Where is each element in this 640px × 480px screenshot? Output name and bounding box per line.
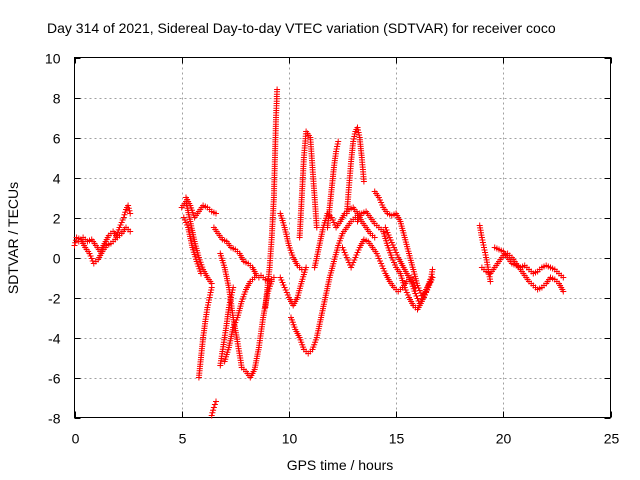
- data-point: [208, 284, 215, 291]
- data-point: [208, 412, 215, 419]
- data-point: [71, 242, 78, 249]
- y-tick-label: 0: [53, 251, 61, 267]
- data-point: [120, 214, 127, 221]
- data-point: [213, 210, 219, 217]
- y-tick-label: 2: [53, 211, 61, 227]
- data-point: [121, 211, 128, 218]
- data-point: [209, 409, 216, 416]
- x-tick-label: 5: [179, 431, 187, 447]
- data-point: [211, 401, 218, 408]
- data-point: [303, 264, 310, 271]
- data-point: [560, 274, 567, 281]
- data-point: [72, 239, 79, 246]
- data-point: [127, 210, 134, 217]
- chart-title: Day 314 of 2021, Sidereal Day-to-day VTE…: [47, 20, 556, 36]
- x-tick-label: 10: [282, 431, 298, 447]
- data-points: [71, 86, 567, 419]
- data-point: [360, 178, 367, 185]
- x-axis-label: GPS time / hours: [287, 457, 394, 473]
- y-tick-label: 6: [53, 131, 61, 147]
- data-point: [210, 404, 217, 411]
- y-tick-label: -2: [48, 291, 61, 307]
- data-point: [127, 228, 134, 235]
- data-point: [429, 274, 436, 281]
- data-point: [126, 207, 133, 214]
- data-point: [125, 202, 132, 209]
- data-point: [313, 224, 320, 231]
- data-point: [210, 407, 217, 414]
- x-tick-label: 15: [389, 431, 405, 447]
- data-point: [125, 205, 132, 212]
- x-tick-label: 20: [496, 431, 512, 447]
- data-point: [255, 274, 262, 281]
- data-point: [487, 278, 494, 285]
- y-tick-label: 4: [53, 171, 61, 187]
- axis-ticks: [74, 57, 612, 419]
- y-tick-label: -4: [48, 331, 61, 347]
- data-point: [335, 138, 342, 145]
- y-axis-label: SDTVAR / TECUs: [5, 182, 21, 294]
- y-tick-label: 8: [53, 91, 61, 107]
- grid-lines: [74, 57, 611, 418]
- data-point: [560, 288, 567, 295]
- data-point: [298, 266, 305, 273]
- data-point: [122, 209, 129, 216]
- data-point: [270, 274, 277, 281]
- y-tick-label: -6: [48, 371, 61, 387]
- x-tick-label: 25: [604, 431, 620, 447]
- data-point: [213, 398, 219, 405]
- x-tick-label: 0: [72, 431, 80, 447]
- data-point: [429, 266, 436, 273]
- axis-tick-labels: 0 5 10 15 20 25 -8 -6 -4 -2 0 2 4 6 8 10: [45, 51, 620, 447]
- data-point: [198, 270, 204, 277]
- y-tick-label: -8: [48, 411, 61, 427]
- data-point: [371, 234, 378, 241]
- data-point: [274, 86, 281, 93]
- y-tick-label: 10: [45, 51, 61, 67]
- data-point: [268, 278, 275, 285]
- data-point: [230, 284, 237, 291]
